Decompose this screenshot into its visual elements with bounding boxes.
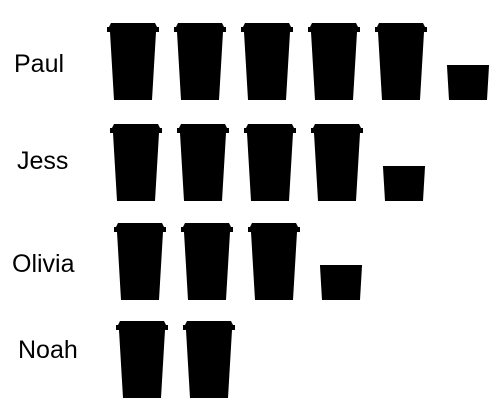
coffee-cup-icon — [244, 124, 296, 201]
coffee-cup-icon — [114, 223, 166, 300]
row-jess: Jess — [17, 124, 426, 201]
coffee-cup-icon — [241, 23, 293, 100]
coffee-cup-icon — [110, 124, 162, 201]
coffee-cup-icon — [375, 23, 427, 100]
row-label: Olivia — [12, 250, 75, 278]
partial-coffee-cup-icon — [382, 166, 426, 201]
coffee-cup-icon — [116, 321, 168, 398]
row-noah: Noah — [18, 321, 235, 398]
partial-coffee-cup-icon — [446, 65, 490, 100]
row-label: Paul — [14, 50, 64, 78]
row-paul: Paul — [14, 23, 490, 100]
row-label: Jess — [17, 147, 68, 175]
partial-coffee-cup-icon — [319, 265, 363, 300]
coffee-cup-icon — [183, 321, 235, 398]
chart-rows: Paul Jess Olivia Noah — [12, 23, 490, 398]
coffee-cup-icon — [181, 223, 233, 300]
row-label: Noah — [18, 336, 78, 364]
coffee-cup-icon — [248, 223, 300, 300]
coffee-cup-icon — [177, 124, 229, 201]
coffee-cup-icon — [308, 23, 360, 100]
coffee-cup-icon — [107, 23, 159, 100]
coffee-cup-icon — [174, 23, 226, 100]
coffee-cup-icon — [311, 124, 363, 201]
row-olivia: Olivia — [12, 223, 363, 300]
